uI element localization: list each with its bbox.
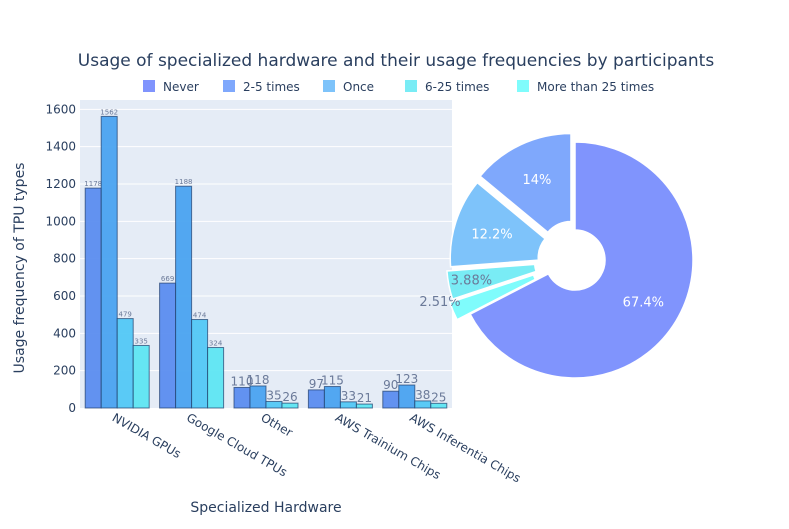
- y-tick-label: 600: [53, 289, 76, 303]
- bar-data-label: 90: [383, 378, 398, 392]
- bar[interactable]: [355, 403, 373, 409]
- bar-data-label: 25: [431, 390, 446, 404]
- pie-slice-label: 14%: [522, 173, 551, 188]
- pie-slice[interactable]: [478, 132, 572, 234]
- bar[interactable]: [307, 389, 325, 409]
- bar-data-label: 118: [247, 373, 270, 387]
- legend-label[interactable]: More than 25 times: [537, 80, 654, 94]
- bar-data-label: 26: [282, 390, 297, 404]
- pie-slice[interactable]: [448, 273, 537, 321]
- legend-swatch[interactable]: [143, 80, 155, 92]
- pie-slice-label: 67.4%: [623, 296, 664, 311]
- legend-swatch[interactable]: [223, 80, 235, 92]
- bar[interactable]: [249, 385, 267, 409]
- bar-data-label: 115: [321, 374, 344, 388]
- bar[interactable]: [116, 318, 134, 409]
- bar-data-label: 324: [209, 340, 223, 348]
- bar-data-label: 335: [135, 337, 148, 345]
- chart-title: Usage of specialized hardware and their …: [78, 51, 715, 71]
- bar[interactable]: [281, 402, 299, 409]
- bar[interactable]: [398, 384, 416, 409]
- legend-label[interactable]: 2-5 times: [243, 80, 300, 94]
- y-tick-label: 1400: [45, 140, 76, 154]
- bar[interactable]: [207, 347, 225, 409]
- y-axis-label: Usage frequency of TPU types: [12, 163, 28, 374]
- pie-chart: 67.4% 2.51% 3.88% 12.2% 14%: [419, 132, 694, 379]
- bar[interactable]: [233, 386, 251, 409]
- bar-data-label: 110: [231, 374, 254, 388]
- bar[interactable]: [100, 115, 118, 409]
- legend-swatch[interactable]: [405, 80, 417, 92]
- pie-slice[interactable]: [469, 141, 694, 379]
- bar-data-label: 123: [395, 372, 418, 386]
- legend-label[interactable]: 6-25 times: [425, 80, 489, 94]
- y-tick-label: 200: [53, 364, 76, 378]
- legend-label[interactable]: Never: [163, 80, 199, 94]
- y-tick-label: 800: [53, 252, 76, 266]
- bar[interactable]: [414, 400, 432, 409]
- bar-data-label: 1562: [100, 108, 118, 116]
- y-tick-label: 1200: [45, 177, 76, 191]
- bar-data-label: 474: [193, 312, 207, 320]
- legend-swatch[interactable]: [517, 80, 529, 92]
- legend: Never 2-5 times Once 6-25 times More than 25…: [143, 80, 654, 94]
- bar-data-label: 38: [415, 388, 430, 402]
- bar-data-label: 33: [341, 389, 356, 403]
- bar[interactable]: [430, 402, 448, 409]
- pie-slice[interactable]: [449, 181, 547, 268]
- pie-slice-label: 2.51%: [419, 295, 460, 310]
- bar-data-label: 97: [309, 377, 324, 391]
- y-tick-label: 1600: [45, 102, 76, 116]
- bar-data-label: 35: [266, 388, 281, 402]
- bar[interactable]: [175, 185, 193, 409]
- bar[interactable]: [382, 390, 400, 409]
- legend-swatch[interactable]: [323, 80, 335, 92]
- bar[interactable]: [132, 344, 150, 409]
- x-axis-label: Specialized Hardware: [190, 500, 341, 516]
- y-tick-label: 0: [68, 401, 76, 415]
- bar-data-label: 1178: [84, 180, 102, 188]
- bar-data-label: 21: [357, 391, 372, 405]
- legend-label[interactable]: Once: [343, 80, 374, 94]
- bar[interactable]: [323, 386, 341, 409]
- y-tick-label: 1000: [45, 214, 76, 228]
- pie-slice-label: 3.88%: [451, 274, 492, 289]
- bar[interactable]: [84, 187, 102, 409]
- pie-slice[interactable]: [446, 263, 538, 301]
- bar[interactable]: [191, 319, 209, 409]
- pie-slice-label: 12.2%: [471, 228, 512, 243]
- y-tick-label: 400: [53, 326, 76, 340]
- x-tick-label: Other: [259, 410, 296, 439]
- bar-data-label: 669: [161, 275, 174, 283]
- bar[interactable]: [159, 282, 177, 409]
- bar-data-label: 1188: [175, 178, 193, 186]
- bar-data-label: 479: [119, 311, 132, 319]
- x-tick-label: NVIDIA GPUs: [110, 410, 184, 461]
